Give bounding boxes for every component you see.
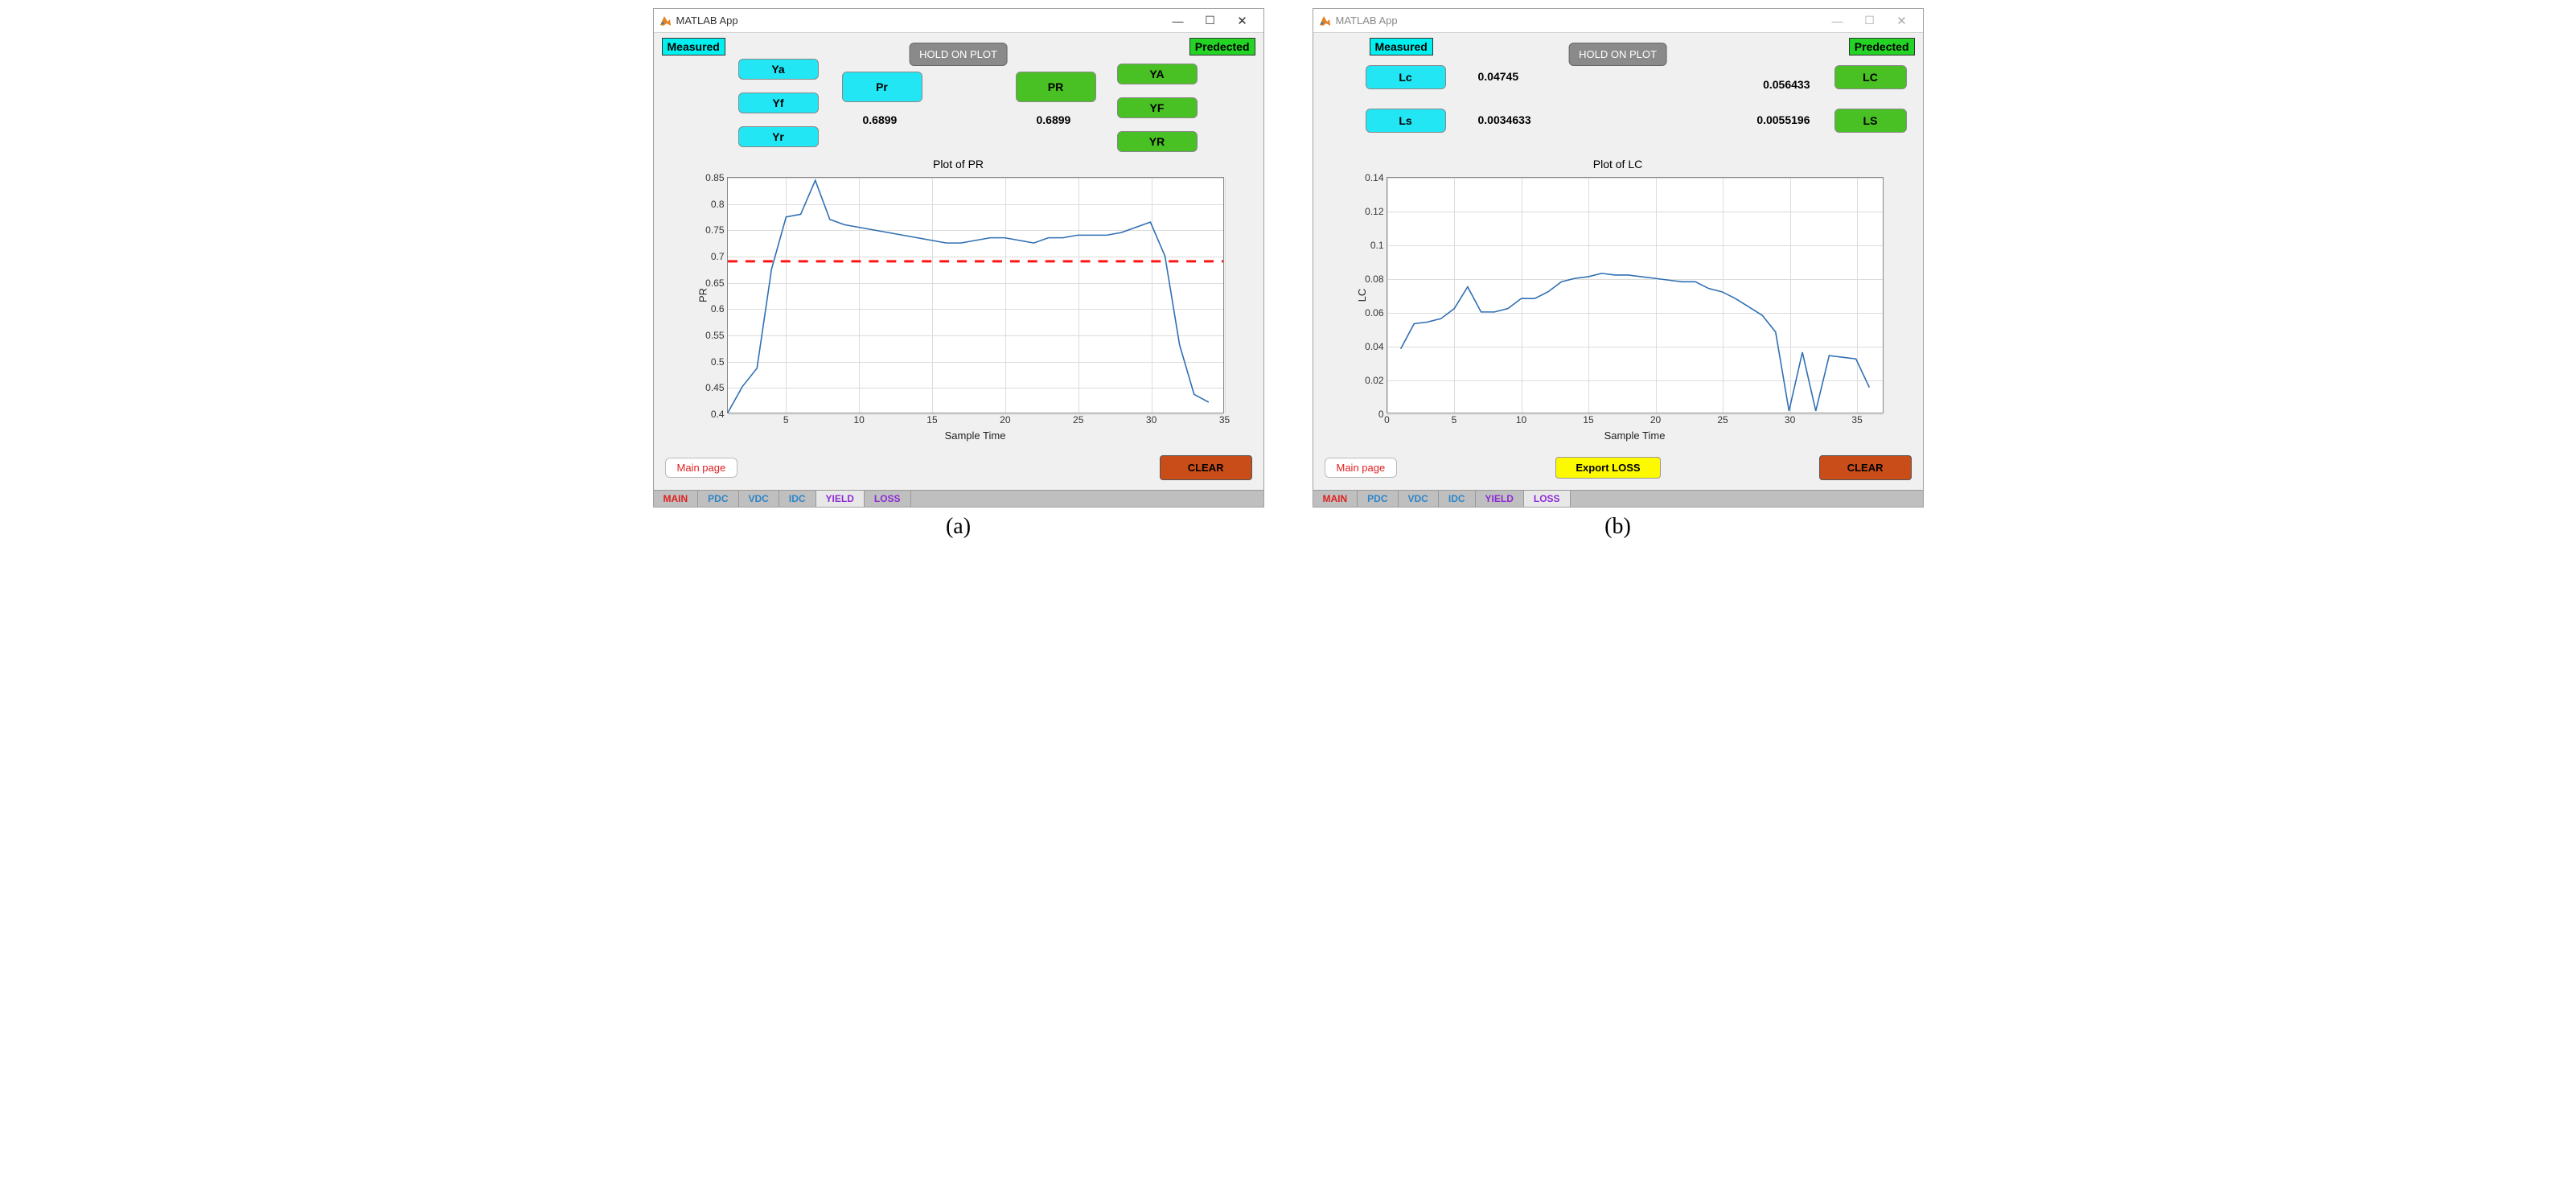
window-title: MATLAB App — [676, 14, 1162, 27]
tabs: MAINPDCVDCIDCYIELDLOSS — [1313, 490, 1923, 507]
tab-pdc[interactable]: PDC — [698, 491, 738, 507]
pr-button[interactable]: Pr — [842, 72, 922, 102]
LC-value: 0.056433 — [1763, 78, 1810, 91]
tab-pdc[interactable]: PDC — [1358, 491, 1398, 507]
lc-value: 0.04745 — [1478, 70, 1519, 83]
LS-button[interactable]: LS — [1834, 109, 1907, 133]
x-axis-label: Sample Time — [945, 430, 1006, 442]
x-axis-label: Sample Time — [1604, 430, 1666, 442]
y-axis-label: PR — [696, 288, 709, 302]
LS-value: 0.0055196 — [1756, 113, 1810, 126]
titlebar: MATLAB App ― ☐ ✕ — [1313, 9, 1923, 33]
predected-badge: Predected — [1849, 38, 1915, 55]
y-axis-label: LC — [1355, 289, 1367, 302]
hold-on-plot-button[interactable]: HOLD ON PLOT — [1568, 43, 1667, 66]
minimize-button[interactable]: ― — [1162, 10, 1194, 31]
main-page-button[interactable]: Main page — [1325, 458, 1398, 478]
pr-value: 0.6899 — [863, 113, 898, 126]
predected-badge: Predected — [1189, 38, 1255, 55]
PR-value: 0.6899 — [1037, 113, 1071, 126]
hold-on-plot-button[interactable]: HOLD ON PLOT — [909, 43, 1008, 66]
tab-vdc[interactable]: VDC — [1399, 491, 1439, 507]
tab-loss[interactable]: LOSS — [1524, 491, 1571, 507]
clear-button[interactable]: CLEAR — [1819, 455, 1912, 480]
tab-loss[interactable]: LOSS — [865, 491, 911, 507]
controls-top: Measured Predected HOLD ON PLOT Ya Yf Yr… — [662, 38, 1255, 154]
subfigure-caption-b: (b) — [1313, 514, 1924, 540]
tabs: MAINPDCVDCIDCYIELDLOSS — [654, 490, 1263, 507]
ya-button[interactable]: Ya — [738, 59, 819, 80]
ls-value: 0.0034633 — [1478, 113, 1531, 126]
tab-idc[interactable]: IDC — [779, 491, 816, 507]
lc-button[interactable]: Lc — [1366, 65, 1446, 89]
ls-button[interactable]: Ls — [1366, 109, 1446, 133]
LC-button[interactable]: LC — [1834, 65, 1907, 89]
tab-vdc[interactable]: VDC — [739, 491, 779, 507]
tab-yield[interactable]: YIELD — [1476, 491, 1524, 507]
tab-idc[interactable]: IDC — [1439, 491, 1476, 507]
window-title: MATLAB App — [1336, 14, 1822, 27]
chart-pr: 0.40.450.50.550.60.650.70.750.80.8551015… — [685, 172, 1232, 446]
controls-top: Measured Predected HOLD ON PLOT Lc Ls 0.… — [1321, 38, 1915, 154]
close-button[interactable]: ✕ — [1886, 10, 1918, 31]
maximize-button[interactable]: ☐ — [1194, 10, 1226, 31]
export-loss-button[interactable]: Export LOSS — [1555, 457, 1660, 479]
YA-button[interactable]: YA — [1117, 64, 1198, 84]
matlab-icon — [1318, 14, 1331, 27]
chart-title: Plot of PR — [662, 158, 1255, 171]
matlab-icon — [659, 14, 672, 27]
tab-main[interactable]: MAIN — [1313, 491, 1358, 507]
subfigure-caption-a: (a) — [653, 514, 1264, 540]
app-window-a: MATLAB App ― ☐ ✕ Measured Predected HOLD… — [653, 8, 1264, 508]
tab-yield[interactable]: YIELD — [816, 491, 865, 507]
main-page-button[interactable]: Main page — [665, 458, 738, 478]
measured-badge: Measured — [662, 38, 725, 55]
minimize-button[interactable]: ― — [1822, 10, 1854, 31]
clear-button[interactable]: CLEAR — [1160, 455, 1252, 480]
YR-button[interactable]: YR — [1117, 131, 1198, 152]
yf-button[interactable]: Yf — [738, 92, 819, 113]
app-window-b: MATLAB App ― ☐ ✕ Measured Predected HOLD… — [1313, 8, 1924, 508]
YF-button[interactable]: YF — [1117, 97, 1198, 118]
maximize-button[interactable]: ☐ — [1854, 10, 1886, 31]
tab-main[interactable]: MAIN — [654, 491, 699, 507]
PR-button[interactable]: PR — [1016, 72, 1096, 102]
chart-lc: 00.020.040.060.080.10.120.14051015202530… — [1345, 172, 1892, 446]
measured-badge: Measured — [1370, 38, 1433, 55]
titlebar: MATLAB App ― ☐ ✕ — [654, 9, 1263, 33]
close-button[interactable]: ✕ — [1226, 10, 1259, 31]
chart-title: Plot of LC — [1321, 158, 1915, 171]
yr-button[interactable]: Yr — [738, 126, 819, 147]
